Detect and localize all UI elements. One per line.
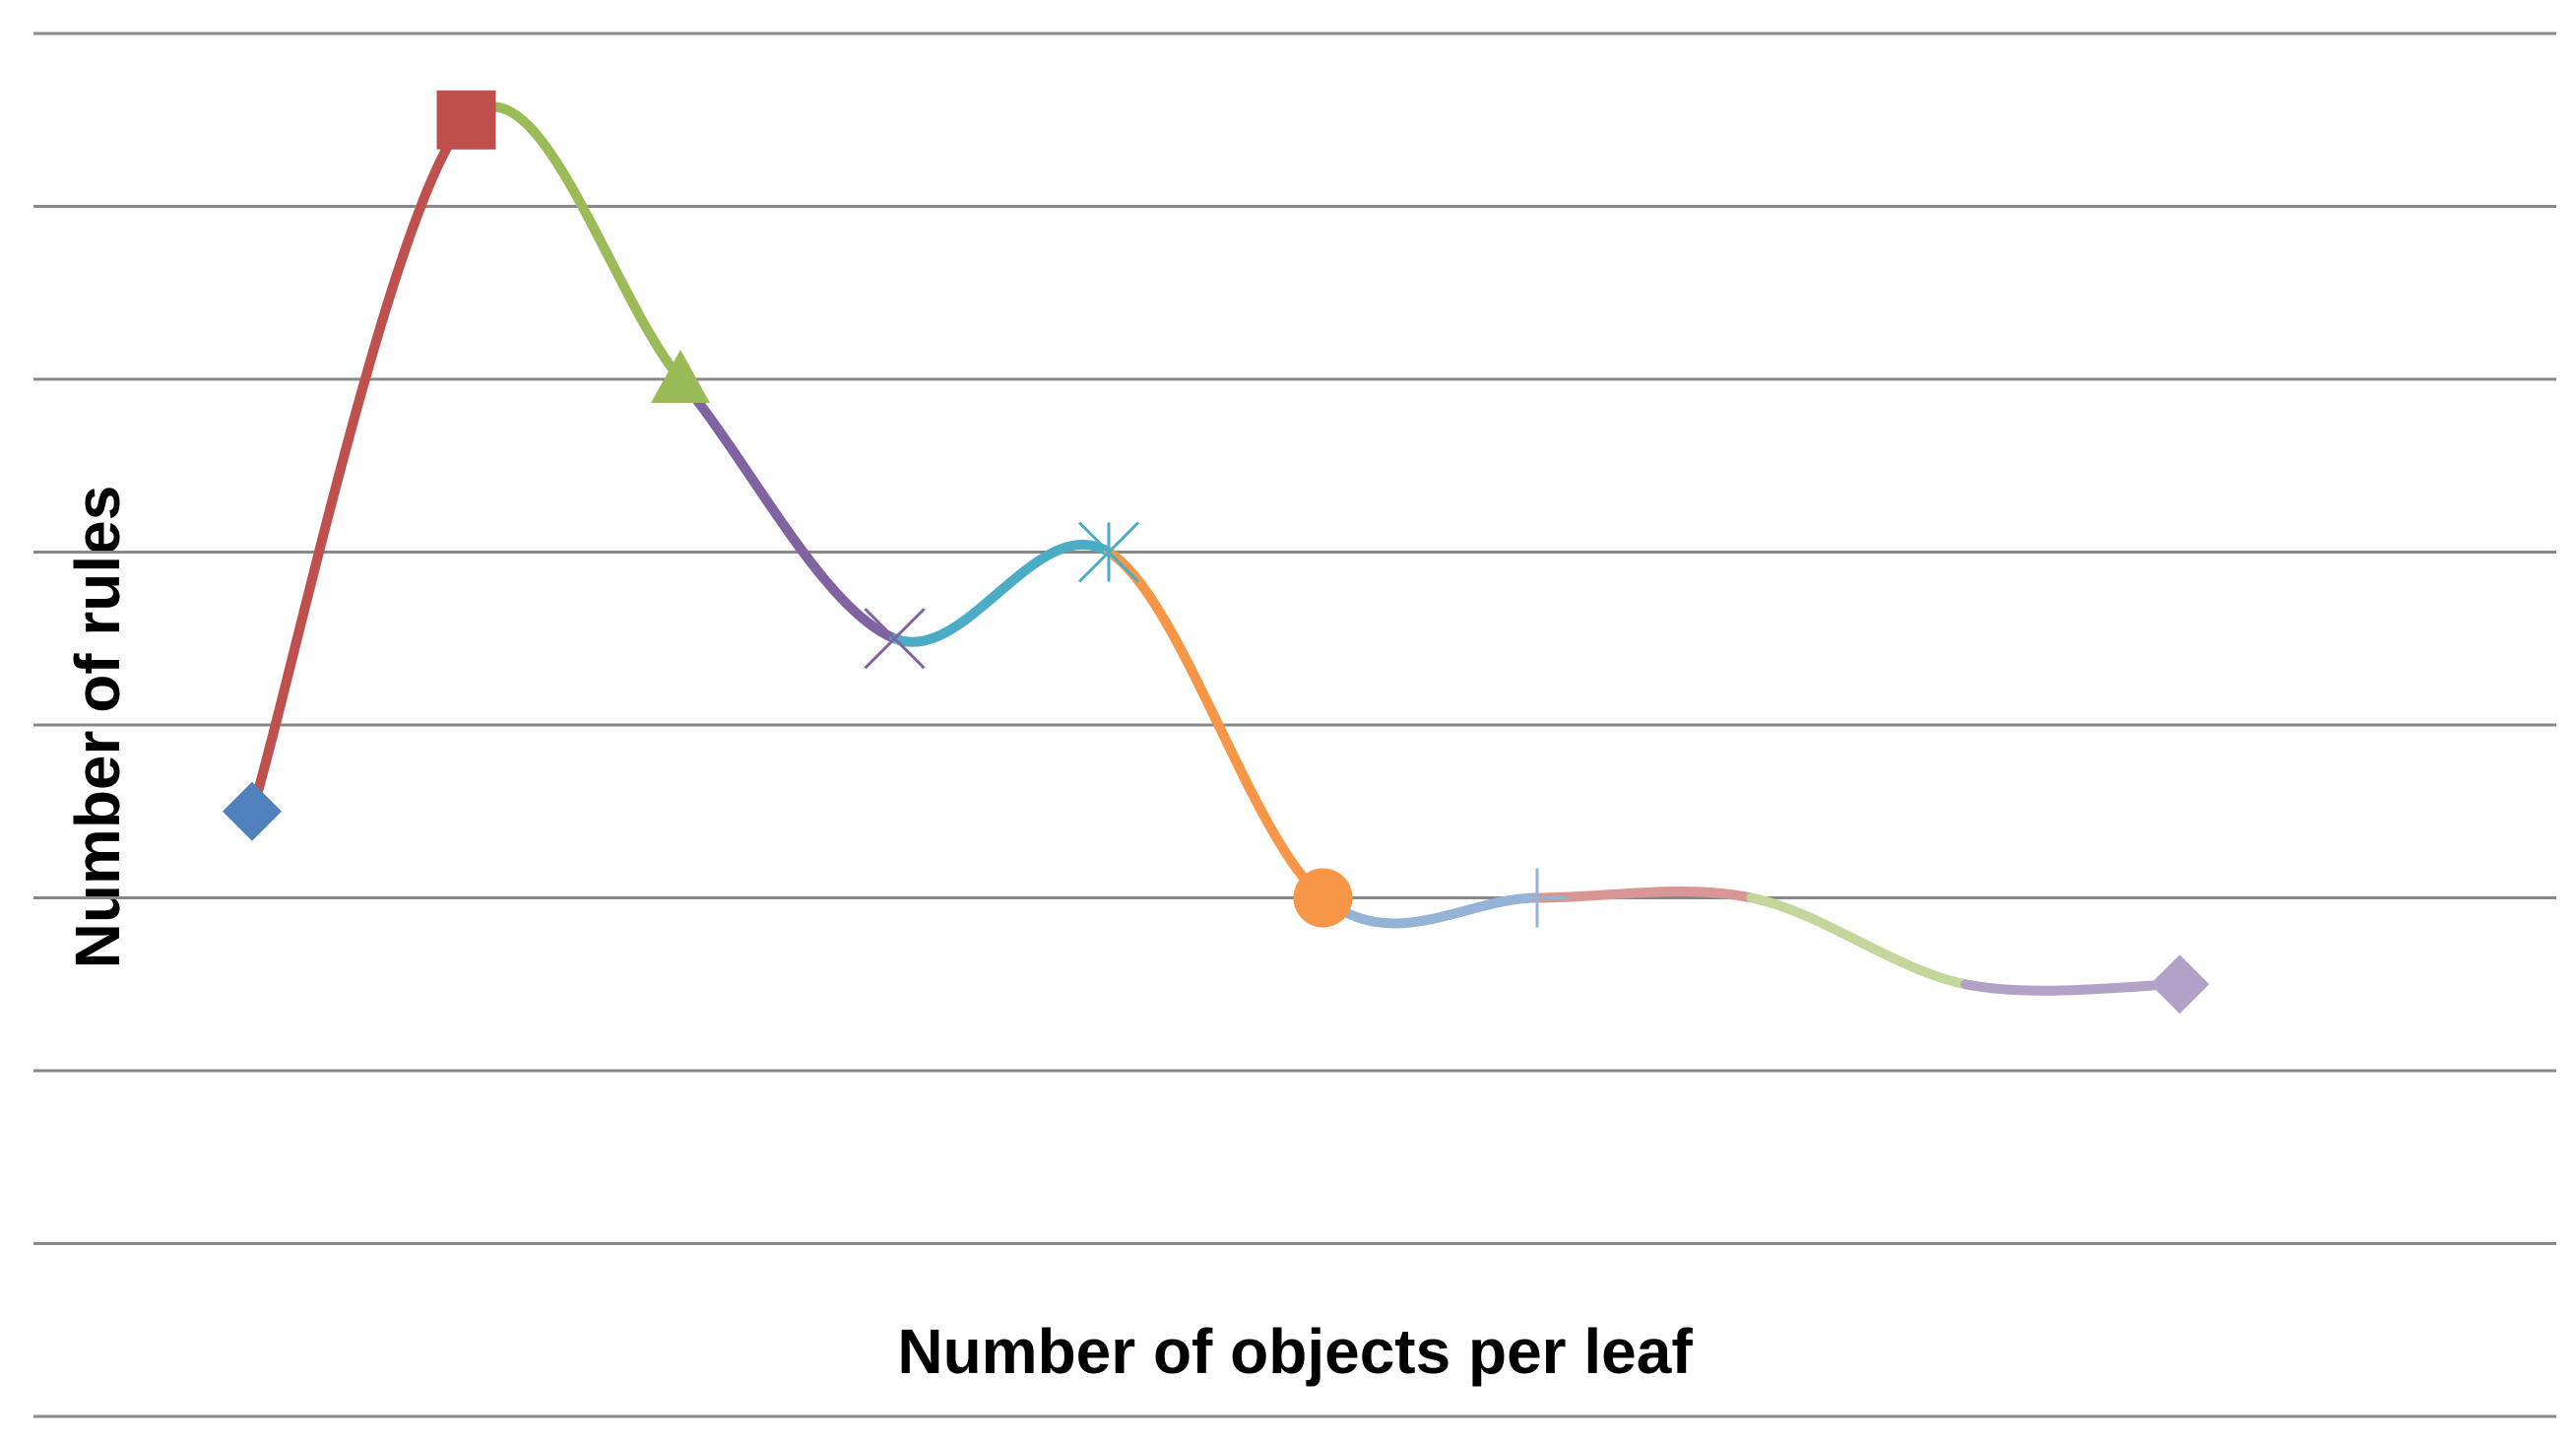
line-segment [1532,887,1757,903]
marker [2150,954,2210,1015]
line-segment [1318,892,1542,929]
marker [223,781,282,841]
line-segment [247,114,472,817]
marker [1293,868,1353,928]
y-axis-title: Number of rules [62,486,133,969]
line-segment [889,539,1114,647]
x-axis-title: Number of objects per leaf [897,1316,1693,1387]
line-segment [676,374,900,644]
marker [864,608,926,670]
line-segment [1961,979,2185,996]
line-segment [1746,892,1970,990]
marker [1077,521,1140,583]
marker [436,90,496,150]
marker [651,350,710,403]
marker [1508,868,1567,928]
line-segment [461,101,685,384]
